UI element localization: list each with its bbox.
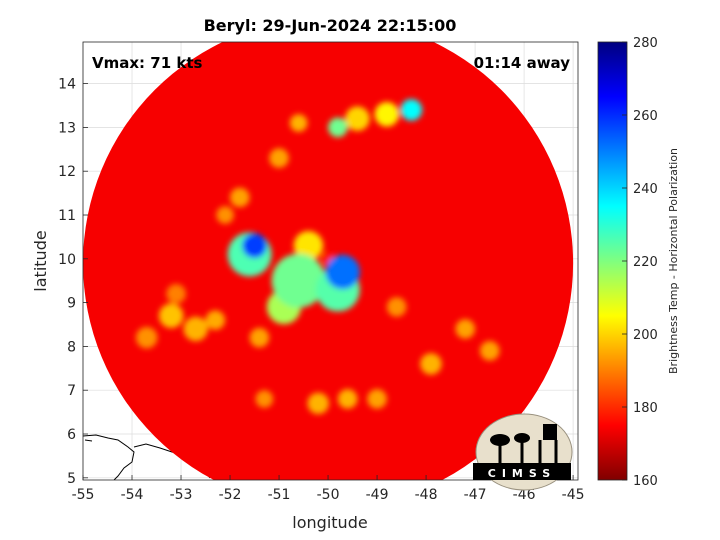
feature-cell <box>325 254 360 290</box>
colorbar-tick-label: 160 <box>633 474 658 489</box>
time-away-annotation: 01:14 away <box>474 54 571 72</box>
swath-layer <box>83 42 574 480</box>
feature-cell <box>337 389 358 409</box>
y-tick-label: 8 <box>67 339 76 355</box>
x-tick-label: -49 <box>366 487 389 503</box>
feature-cell <box>242 233 267 258</box>
y-tick-label: 12 <box>58 164 76 180</box>
x-tick-label: -47 <box>464 487 487 503</box>
x-tick-label: -52 <box>219 487 242 503</box>
y-axis-label: latitude <box>31 230 50 291</box>
colorbar-tick-label: 180 <box>633 401 658 416</box>
feature-cell <box>166 284 186 304</box>
feature-cell <box>158 303 184 329</box>
logo-text: CIMSS <box>488 467 556 480</box>
feature-cell <box>269 148 289 168</box>
y-tick-label: 7 <box>67 383 76 399</box>
feature-cell <box>230 187 250 208</box>
y-tick-label: 6 <box>67 427 76 443</box>
x-tick-label: -51 <box>268 487 291 503</box>
x-tick-label: -45 <box>562 487 585 503</box>
chart-title: Beryl: 29-Jun-2024 22:15:00 <box>204 16 457 35</box>
colorbar-tick-label: 240 <box>633 182 658 197</box>
y-tick-label: 14 <box>58 77 76 93</box>
feature-cell <box>255 390 274 408</box>
x-tick-label: -53 <box>170 487 193 503</box>
feature-cell <box>289 114 308 132</box>
y-tick-label: 9 <box>67 296 76 312</box>
x-axis-label: longitude <box>292 513 367 532</box>
y-tick-label: 13 <box>58 120 76 136</box>
x-tick-label: -55 <box>72 487 95 503</box>
colorbar-tick-label: 200 <box>633 328 658 343</box>
features <box>135 99 500 415</box>
x-tick-label: -48 <box>415 487 438 503</box>
colorbar-tick-label: 260 <box>633 109 658 124</box>
colorbar-tick-label: 280 <box>633 36 658 51</box>
feature-cell <box>328 117 348 138</box>
feature-cell <box>293 230 324 261</box>
x-tick-label: -50 <box>317 487 340 503</box>
feature-cell <box>249 327 270 348</box>
feature-cell <box>135 326 158 349</box>
y-axis: 5 6 7 8 9 10 11 12 13 14 <box>58 77 88 487</box>
feature-cell <box>183 316 208 342</box>
y-tick-label: 5 <box>67 471 76 487</box>
feature-cell <box>420 353 442 375</box>
cimss-logo: CIMSS <box>473 413 573 491</box>
x-axis: -55 -54 -53 -52 -51 -50 -49 -48 -47 -46 -45 <box>72 475 585 503</box>
vmax-annotation: Vmax: 71 kts <box>92 54 202 72</box>
feature-cell <box>216 206 234 224</box>
y-tick-label: 11 <box>58 208 76 224</box>
y-tick-label: 10 <box>58 252 76 268</box>
x-tick-label: -46 <box>513 487 536 503</box>
x-tick-label: -54 <box>121 487 144 503</box>
feature-cell <box>479 340 500 361</box>
colorbar-ticks: 160 180 200 220 240 260 280 <box>622 36 658 489</box>
feature-cell <box>400 99 423 121</box>
axes-box <box>82 41 579 481</box>
feature-cell <box>367 389 387 409</box>
feature-cell <box>374 102 400 127</box>
feature-cell <box>345 106 370 131</box>
feature-cell <box>205 310 226 330</box>
colorbar-tick-label: 220 <box>633 255 658 270</box>
colorbar-label: Brightness Temp - Horizontal Polarizatio… <box>667 148 680 374</box>
feature-cell <box>455 319 476 339</box>
feature-cell <box>271 253 326 308</box>
feature-cell <box>307 392 330 415</box>
feature-cell <box>386 297 407 317</box>
